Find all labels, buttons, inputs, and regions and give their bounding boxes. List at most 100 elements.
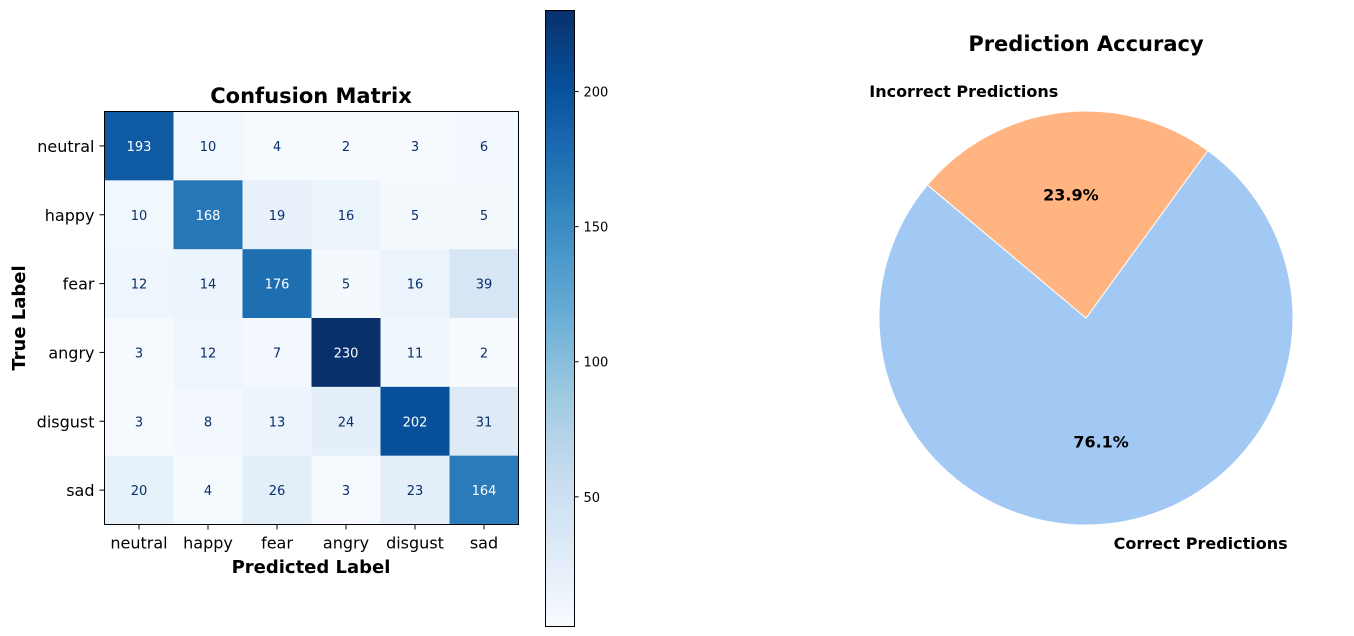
- colorbar-tick-label: 100: [584, 356, 609, 371]
- confusion-cell: [311, 318, 381, 388]
- confusion-cell-label: 5: [411, 209, 419, 224]
- confusion-cell-label: 16: [407, 278, 424, 293]
- confusion-cell: [311, 111, 381, 181]
- confusion-cell-label: 176: [265, 278, 290, 293]
- confusion-cell-label: 4: [204, 484, 212, 499]
- confusion-cell-label: 16: [338, 209, 355, 224]
- confusion-cell: [311, 180, 381, 250]
- confusion-cell: [173, 318, 243, 388]
- confusion-matrix-cell-labels: 193 10 4 2 3 610 168 19 16 5 512 14 176 5 16 393 12 7 230 1…: [127, 140, 497, 499]
- confusion-cell-label: 4: [273, 140, 281, 155]
- confusion-cell: [173, 180, 243, 250]
- confusion-cell-label: 26: [269, 484, 286, 499]
- confusion-cell: [380, 318, 450, 388]
- confusion-cell-label: 5: [480, 209, 488, 224]
- confusion-cell-label: 168: [196, 209, 221, 224]
- confusion-cell-label: 10: [200, 140, 217, 155]
- confusion-cell: [242, 249, 312, 319]
- confusion-cell-label: 8: [204, 415, 212, 430]
- y-tick-label: sad: [66, 481, 94, 500]
- confusion-cell: [104, 386, 174, 457]
- confusion-matrix-cells: [104, 111, 519, 525]
- confusion-cell-label: 2: [480, 346, 488, 361]
- confusion-cell-label: 31: [476, 415, 493, 430]
- confusion-cell: [380, 386, 450, 457]
- confusion-cell-label: 193: [127, 140, 152, 155]
- confusion-cell-label: 10: [131, 209, 148, 224]
- confusion-cell: [173, 249, 243, 319]
- confusion-cell: [104, 180, 174, 250]
- confusion-cell: [104, 318, 174, 388]
- y-tick-label: disgust: [37, 412, 95, 431]
- confusion-cell: [449, 455, 519, 525]
- confusion-cell-label: 19: [269, 209, 286, 224]
- confusion-cell-label: 12: [200, 346, 217, 361]
- confusion-cell-label: 230: [334, 346, 359, 361]
- confusion-cell-label: 2: [342, 140, 350, 155]
- confusion-cell: [311, 455, 381, 525]
- confusion-cell: [311, 386, 381, 457]
- confusion-cell: [173, 386, 243, 457]
- x-tick-label: angry: [323, 534, 369, 553]
- confusion-cell-label: 3: [135, 415, 143, 430]
- colorbar-ticks: 50 100 150 200: [574, 86, 609, 506]
- y-axis-label: True Label: [9, 265, 30, 370]
- confusion-cell: [449, 318, 519, 388]
- confusion-cell-label: 3: [135, 346, 143, 361]
- confusion-cell: [104, 455, 174, 525]
- x-tick-label: fear: [261, 534, 293, 553]
- confusion-cell: [380, 249, 450, 319]
- y-tick-label: happy: [45, 206, 95, 225]
- confusion-cell: [104, 249, 174, 319]
- confusion-cell: [104, 111, 174, 181]
- prediction-accuracy-chart: Prediction Accuracy Correct Predictions 7…: [869, 32, 1294, 553]
- confusion-cell-label: 20: [131, 484, 148, 499]
- x-tick-label: disgust: [386, 534, 444, 553]
- confusion-cell: [380, 455, 450, 525]
- confusion-cell-label: 3: [411, 140, 419, 155]
- confusion-cell-label: 24: [338, 415, 355, 430]
- pie-chart-title: Prediction Accuracy: [968, 32, 1204, 56]
- confusion-cell-label: 164: [472, 484, 497, 499]
- confusion-cell: [449, 386, 519, 457]
- colorbar-tick-label: 50: [584, 491, 601, 506]
- y-tick-label: fear: [63, 275, 95, 294]
- confusion-cell: [449, 249, 519, 319]
- colorbar-tick-label: 200: [584, 86, 609, 101]
- confusion-cell: [242, 318, 312, 388]
- confusion-cell-label: 13: [269, 415, 286, 430]
- y-tick-label: neutral: [37, 137, 94, 156]
- confusion-cell-label: 14: [200, 278, 217, 293]
- x-tick-label: happy: [183, 534, 233, 553]
- confusion-cell: [380, 180, 450, 250]
- confusion-cell: [173, 455, 243, 525]
- confusion-cell-label: 7: [273, 346, 281, 361]
- x-axis-label: Predicted Label: [232, 557, 391, 578]
- confusion-cell-label: 23: [407, 484, 424, 499]
- y-axis-ticks: neutral happy fear angry disgust sad: [37, 137, 105, 500]
- confusion-cell: [449, 111, 519, 181]
- confusion-cell-label: 12: [131, 278, 148, 293]
- colorbar-tick-label: 150: [584, 221, 609, 236]
- pie-slice-label: Correct Predictions: [1114, 534, 1288, 553]
- confusion-cell: [449, 180, 519, 250]
- confusion-cell-label: 39: [476, 278, 493, 293]
- pie-slice: [926, 110, 1209, 319]
- confusion-cell-label: 6: [480, 140, 488, 155]
- confusion-cell-label: 11: [407, 346, 424, 361]
- pie-percent-label: 23.9%: [1043, 186, 1099, 205]
- x-tick-label: sad: [470, 534, 498, 553]
- confusion-matrix-title: Confusion Matrix: [210, 84, 412, 108]
- confusion-cell: [242, 180, 312, 250]
- confusion-cell-label: 5: [342, 278, 350, 293]
- confusion-cell: [380, 111, 450, 181]
- confusion-cell: [242, 455, 312, 525]
- pie-percent-label: 76.1%: [1073, 432, 1129, 451]
- colorbar-gradient: [545, 10, 575, 627]
- confusion-matrix-frame: [104, 111, 519, 525]
- confusion-cell-label: 202: [403, 415, 428, 430]
- pie-labels: Correct Predictions 76.1% Incorrect Predic…: [869, 82, 1287, 553]
- x-tick-label: neutral: [110, 534, 167, 553]
- confusion-matrix-chart: Confusion Matrix 193 10 4 2 3 610 168 19 16 5 512 1…: [9, 84, 519, 578]
